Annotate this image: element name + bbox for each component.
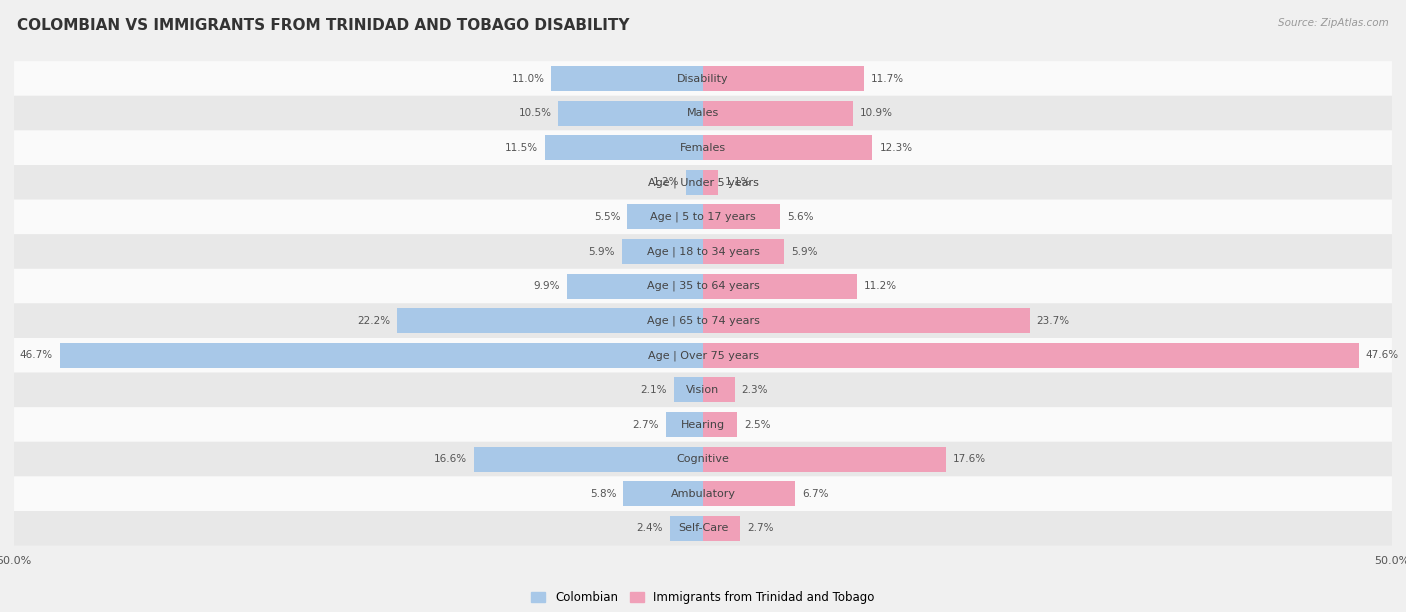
Bar: [59, 343, 703, 368]
Text: 5.9%: 5.9%: [792, 247, 818, 256]
Text: Age | 5 to 17 years: Age | 5 to 17 years: [650, 212, 756, 222]
Text: 5.6%: 5.6%: [787, 212, 814, 222]
FancyBboxPatch shape: [14, 96, 1392, 130]
Text: 12.3%: 12.3%: [879, 143, 912, 153]
Text: Source: ZipAtlas.com: Source: ZipAtlas.com: [1278, 18, 1389, 28]
Bar: [703, 170, 718, 195]
FancyBboxPatch shape: [14, 373, 1392, 407]
Text: 5.5%: 5.5%: [593, 212, 620, 222]
FancyBboxPatch shape: [14, 476, 1392, 511]
Text: 5.8%: 5.8%: [589, 489, 616, 499]
Bar: [474, 447, 703, 472]
Bar: [703, 66, 865, 91]
Bar: [703, 447, 945, 472]
Text: 11.5%: 11.5%: [505, 143, 537, 153]
Text: 11.7%: 11.7%: [872, 73, 904, 83]
Text: 10.5%: 10.5%: [519, 108, 551, 118]
Bar: [703, 378, 735, 402]
Bar: [623, 481, 703, 506]
Text: Age | Under 5 years: Age | Under 5 years: [648, 177, 758, 187]
Text: Self-Care: Self-Care: [678, 523, 728, 533]
FancyBboxPatch shape: [14, 511, 1392, 546]
FancyBboxPatch shape: [14, 200, 1392, 234]
FancyBboxPatch shape: [14, 269, 1392, 304]
Text: 22.2%: 22.2%: [357, 316, 391, 326]
FancyBboxPatch shape: [14, 61, 1392, 96]
Text: 17.6%: 17.6%: [952, 454, 986, 464]
Bar: [544, 135, 703, 160]
Text: 2.3%: 2.3%: [741, 385, 768, 395]
FancyBboxPatch shape: [14, 165, 1392, 200]
Text: 2.5%: 2.5%: [744, 419, 770, 430]
Text: 10.9%: 10.9%: [860, 108, 893, 118]
Text: Hearing: Hearing: [681, 419, 725, 430]
Text: 23.7%: 23.7%: [1036, 316, 1070, 326]
Text: 2.1%: 2.1%: [641, 385, 668, 395]
Text: Vision: Vision: [686, 385, 720, 395]
Text: 2.7%: 2.7%: [633, 419, 659, 430]
Text: 5.9%: 5.9%: [588, 247, 614, 256]
FancyBboxPatch shape: [14, 407, 1392, 442]
Text: 9.9%: 9.9%: [533, 281, 560, 291]
Bar: [558, 100, 703, 125]
Bar: [703, 343, 1358, 368]
Text: Age | 65 to 74 years: Age | 65 to 74 years: [647, 315, 759, 326]
Text: 11.2%: 11.2%: [865, 281, 897, 291]
Text: Cognitive: Cognitive: [676, 454, 730, 464]
Text: COLOMBIAN VS IMMIGRANTS FROM TRINIDAD AND TOBAGO DISABILITY: COLOMBIAN VS IMMIGRANTS FROM TRINIDAD AN…: [17, 18, 630, 34]
Text: 47.6%: 47.6%: [1365, 350, 1399, 360]
FancyBboxPatch shape: [14, 442, 1392, 476]
FancyBboxPatch shape: [14, 304, 1392, 338]
Bar: [669, 516, 703, 541]
Text: 16.6%: 16.6%: [434, 454, 467, 464]
Text: Disability: Disability: [678, 73, 728, 83]
Bar: [567, 274, 703, 299]
FancyBboxPatch shape: [14, 234, 1392, 269]
FancyBboxPatch shape: [14, 338, 1392, 373]
Bar: [396, 308, 703, 333]
Text: 6.7%: 6.7%: [803, 489, 828, 499]
Text: Age | 35 to 64 years: Age | 35 to 64 years: [647, 281, 759, 291]
Bar: [703, 239, 785, 264]
Text: 2.4%: 2.4%: [637, 523, 664, 533]
Bar: [703, 135, 873, 160]
Text: Males: Males: [688, 108, 718, 118]
Text: 2.7%: 2.7%: [747, 523, 773, 533]
Bar: [703, 274, 858, 299]
Text: Age | 18 to 34 years: Age | 18 to 34 years: [647, 246, 759, 257]
Bar: [627, 204, 703, 230]
Text: 1.1%: 1.1%: [725, 177, 752, 187]
Text: Age | Over 75 years: Age | Over 75 years: [648, 350, 758, 360]
Legend: Colombian, Immigrants from Trinidad and Tobago: Colombian, Immigrants from Trinidad and …: [527, 586, 879, 608]
Bar: [666, 412, 703, 437]
Text: Females: Females: [681, 143, 725, 153]
FancyBboxPatch shape: [14, 130, 1392, 165]
Text: 11.0%: 11.0%: [512, 73, 544, 83]
Text: Ambulatory: Ambulatory: [671, 489, 735, 499]
Bar: [703, 100, 853, 125]
Bar: [673, 378, 703, 402]
Bar: [703, 204, 780, 230]
Bar: [686, 170, 703, 195]
Bar: [621, 239, 703, 264]
Bar: [703, 412, 738, 437]
Bar: [703, 308, 1029, 333]
Bar: [703, 516, 740, 541]
Text: 1.2%: 1.2%: [652, 177, 679, 187]
Text: 46.7%: 46.7%: [20, 350, 52, 360]
Bar: [703, 481, 796, 506]
Bar: [551, 66, 703, 91]
